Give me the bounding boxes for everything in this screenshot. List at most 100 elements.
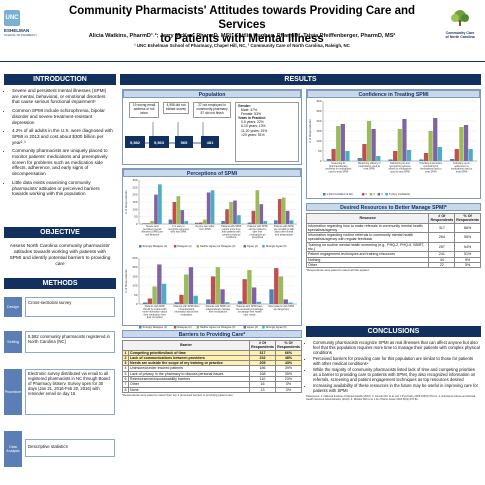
x-tick-label: Patients with SPMI are not able to talk ab… <box>274 225 295 236</box>
resources-header-percent: % Of Respondents <box>454 213 481 224</box>
y-tick-label: 100 <box>132 284 137 288</box>
table-row: 8 None 13 3% <box>122 386 302 393</box>
population-node: 5,582 <box>125 136 145 148</box>
confidence-title: Confidence in Treating SPMI <box>307 90 480 98</box>
legend-swatch <box>139 245 142 248</box>
legend-label: Disagree (2) <box>177 244 191 248</box>
x-tick-label: It is easy to recognize someone who has SP… <box>168 225 190 233</box>
bar <box>285 210 290 224</box>
left-column: INTRODUCTION Severe and persistent menta… <box>4 74 116 479</box>
barriers-title: Barriers to Providing Care* <box>122 330 302 338</box>
bar <box>202 219 207 224</box>
ccnc-logo-tree-icon <box>451 10 469 26</box>
bar <box>215 267 220 304</box>
perceptions-chart-1: # of Respondents 0 50 100 150 200 250 300 Severe… <box>124 178 297 248</box>
gender-item: Male: 47% <box>241 108 258 113</box>
cell: Information regarding routine referrals … <box>305 232 430 243</box>
confidence-panel: Confidence in Treating SPMI # of Respond… <box>306 89 481 199</box>
legend-swatch <box>173 245 177 248</box>
bar <box>393 151 398 161</box>
years-label: Years in Practice: <box>238 116 267 121</box>
y-axis-label: # of Respondents <box>308 119 312 143</box>
cell: 35% <box>275 370 302 378</box>
table-row: 2 Lack of communications between provider… <box>122 354 302 362</box>
y-tick-label: 300 <box>316 99 321 103</box>
methods-row: Design Cross-sectional survey <box>4 295 116 319</box>
legend-swatch <box>262 245 265 248</box>
bar <box>176 196 181 224</box>
conclusion-bullet: Increasing availability of these resourc… <box>313 383 480 393</box>
perceptions-chart-2: # of Respondents 0 50 100 150 200 250 Patients … <box>124 256 297 329</box>
resources-table: Resource # Of Respondents % Of Responden… <box>305 213 481 269</box>
bar <box>388 159 393 161</box>
methods-row: Procedure Electronic survey distributed … <box>4 367 116 417</box>
demographics-box: Gender: Male: 47% Female: 53% Years in P… <box>235 102 299 162</box>
conclusions-header: CONCLUSIONS <box>306 326 481 337</box>
resources-title: Desired Resources to Better Manage SPMI* <box>306 203 481 211</box>
bar <box>331 149 336 161</box>
legend-swatch <box>173 326 177 329</box>
unc-logo: UNC ESHELMAN SCHOOL OF PHARMACY <box>4 10 48 48</box>
bar <box>450 159 455 161</box>
bar <box>269 289 274 304</box>
poster-title: Community Pharmacists' Attitudes towards… <box>52 4 432 46</box>
cell: 9% <box>454 256 481 263</box>
y-tick-label: 50 <box>134 215 138 219</box>
bar <box>402 119 407 161</box>
bar <box>428 131 433 161</box>
bar <box>419 159 424 161</box>
legend-label: Strongly Disagree (1) <box>143 244 168 248</box>
methods-text-analysis: Descriptive statistics <box>25 439 115 457</box>
x-tick-label: Patients with SPMI often misunderstand inf… <box>173 305 200 316</box>
cell: 257 <box>428 241 456 253</box>
bar <box>336 126 341 161</box>
cell: 317 <box>428 222 456 234</box>
bar <box>459 127 464 161</box>
x-tick-label: Patients with SPMI should be treated with… <box>143 305 168 319</box>
perceptions-panel: Perceptions of SPMI # of Respondents 0 50 1… <box>122 168 302 329</box>
bar <box>433 118 438 161</box>
population-panel: Population 19 wrong email address or ful… <box>122 89 302 165</box>
y-tick-label: 100 <box>316 139 321 143</box>
cell: 48% <box>275 354 302 362</box>
bar <box>468 149 473 161</box>
y-tick-label: 200 <box>132 265 137 269</box>
bar <box>371 129 376 161</box>
references: References: 1. National Institute of Men… <box>306 395 476 401</box>
y-tick-label: 200 <box>316 119 321 123</box>
bar <box>206 192 211 224</box>
legend-swatch <box>361 193 365 196</box>
y-tick-label: 200 <box>132 193 137 197</box>
methods-row: Data Analysis Descriptive statistics <box>4 429 116 469</box>
population-note-1: 19 wrong email address or full inbox <box>129 102 159 118</box>
x-tick-label: Patients with SPMI can be trusted to take … <box>247 225 267 239</box>
table-row: Patient engagement techniques and traini… <box>305 251 481 258</box>
x-tick-label: Monitoring efficacy of medications used t… <box>358 162 381 170</box>
cell: 54% <box>454 241 481 253</box>
cell: 55% <box>454 232 481 243</box>
objective-header: OBJECTIVE <box>4 227 116 238</box>
cell: 66% <box>275 349 302 356</box>
table-row: Training on routine mental health screen… <box>305 241 481 253</box>
y-axis-label: # of Respondents <box>124 269 128 293</box>
ccnc-logo: Community Care of North Carolina <box>438 10 482 48</box>
bar <box>210 190 215 224</box>
x-tick-label: Screening for pharmacotherapy problems in … <box>326 162 353 173</box>
population-note-3: 27 not employed in community pharmacy 57… <box>193 102 231 118</box>
bar <box>247 269 252 304</box>
y-tick-label: 250 <box>132 185 137 189</box>
resources-footnote: *Respondents were asked to select all th… <box>306 268 369 273</box>
legend-label: Neither Agree nor Disagree (3) <box>200 244 235 248</box>
bar <box>154 194 158 224</box>
bar <box>273 220 278 224</box>
y-tick-label: 50 <box>134 293 138 297</box>
bar <box>161 283 167 304</box>
bar <box>397 129 402 161</box>
barriers-footnote: *Respondents were asked to select their … <box>122 392 233 397</box>
bar <box>184 274 189 304</box>
bar <box>150 221 154 224</box>
bar <box>194 222 199 224</box>
y-tick-label: 150 <box>132 274 137 278</box>
methods-label-procedure: Procedure <box>4 369 22 415</box>
bar <box>278 276 284 304</box>
